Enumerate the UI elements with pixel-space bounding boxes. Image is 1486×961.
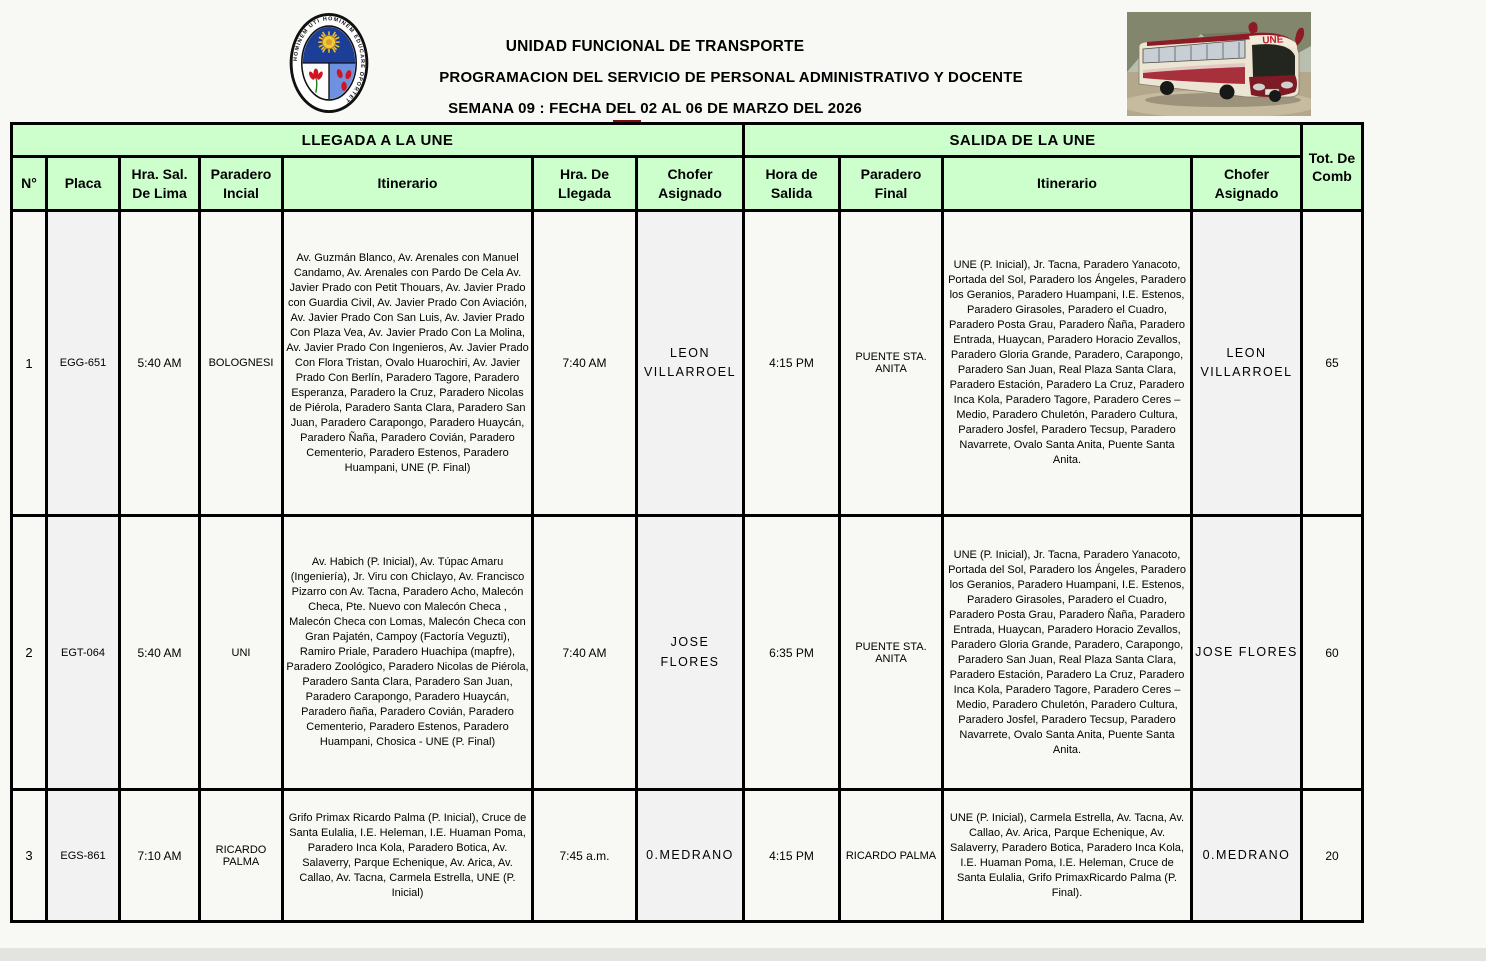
cell-hra-sal-lima: 5:40 AM [118, 514, 201, 791]
column-header-hora-salida: Hora de Salida [742, 155, 841, 212]
cell-placa: EGT-064 [45, 514, 121, 791]
cell-total-comb: 65 [1300, 209, 1364, 517]
week-date-line: SEMANA 09 : FECHA DEL 02 AL 06 DE MARZO … [448, 100, 862, 117]
column-header-paradero-final: Paradero Final [838, 155, 944, 212]
une-bus-photo: UNE [1119, 12, 1319, 118]
column-header-chofer-salida: Chofer Asignado [1190, 155, 1303, 212]
une-seal-icon: HOMINEM UTI HOMINEM EDUCARE OPORTET [289, 12, 369, 114]
cell-chofer-llegada: JOSE FLORES [635, 514, 745, 791]
cell-placa: EGS-861 [45, 788, 121, 923]
section-llegada: LLEGADA A LA UNE [10, 122, 745, 158]
cell-itinerario-llegada: Grifo Primax Ricardo Palma (P. Inicial),… [281, 788, 534, 923]
cell-num: 1 [10, 209, 48, 517]
cell-num: 3 [10, 788, 48, 923]
table-row: 3 EGS-861 7:10 AM RICARDO PALMA Grifo Pr… [10, 788, 1364, 923]
table-row: 2 EGT-064 5:40 AM UNI Av. Habich (P. Ini… [10, 514, 1364, 791]
column-header-itinerario-llegada: Itinerario [281, 155, 534, 212]
cell-itinerario-llegada: Av. Habich (P. Inicial), Av. Túpac Amaru… [281, 514, 534, 791]
bus-photo-icon: UNE [1119, 12, 1319, 118]
column-header-row: N° Placa Hra. Sal. De Lima Paradero Inci… [10, 155, 1363, 212]
cell-chofer-llegada: LEON VILLARROEL [635, 209, 745, 517]
cell-hra-sal-lima: 5:40 AM [118, 209, 201, 517]
cell-itinerario-llegada: Av. Guzmán Blanco, Av. Arenales con Manu… [281, 209, 534, 517]
cell-chofer-llegada: 0.MEDRANO [635, 788, 745, 923]
page-subtitle: PROGRAMACION DEL SERVICIO DE PERSONAL AD… [439, 69, 1023, 86]
cell-total-comb: 20 [1300, 788, 1364, 923]
table-row: 1 EGG-651 5:40 AM BOLOGNESI Av. Guzmán B… [10, 209, 1364, 517]
column-header-hra-llegada: Hra. De Llegada [531, 155, 638, 212]
schedule-table: LLEGADA A LA UNE SALIDA DE LA UNE Tot. D… [10, 122, 1364, 923]
cell-hora-salida: 4:15 PM [742, 788, 841, 923]
column-header-chofer-llegada: Chofer Asignado [635, 155, 745, 212]
cell-paradero-final: RICARDO PALMA [838, 788, 944, 923]
cell-paradero-inicial: RICARDO PALMA [198, 788, 284, 923]
column-header-num: N° [10, 155, 48, 212]
red-border-mark [613, 120, 641, 123]
bus-une-label: UNE [1262, 34, 1284, 46]
cell-hora-salida: 4:15 PM [742, 209, 841, 517]
cell-chofer-salida: 0.MEDRANO [1190, 788, 1303, 923]
column-header-placa: Placa [45, 155, 121, 212]
une-seal-logo: HOMINEM UTI HOMINEM EDUCARE OPORTET [276, 12, 382, 114]
column-header-paradero-inicial: Paradero Incial [198, 155, 284, 212]
cell-itinerario-salida: UNE (P. Inicial), Jr. Tacna, Paradero Ya… [941, 514, 1193, 791]
column-header-itinerario-salida: Itinerario [941, 155, 1193, 212]
section-salida: SALIDA DE LA UNE [742, 122, 1303, 158]
cell-itinerario-salida: UNE (P. Inicial), Carmela Estrella, Av. … [941, 788, 1193, 923]
cell-paradero-inicial: UNI [198, 514, 284, 791]
cell-itinerario-salida: UNE (P. Inicial), Jr. Tacna, Paradero Ya… [941, 209, 1193, 517]
cell-hra-llegada: 7:45 a.m. [531, 788, 638, 923]
cell-chofer-salida: JOSE FLORES [1190, 514, 1303, 791]
cell-total-comb: 60 [1300, 514, 1364, 791]
cell-num: 2 [10, 514, 48, 791]
cell-placa: EGG-651 [45, 209, 121, 517]
column-header-hra-sal-lima: Hra. Sal. De Lima [118, 155, 201, 212]
cell-paradero-final: PUENTE STA. ANITA [838, 514, 944, 791]
cell-paradero-final: PUENTE STA. ANITA [838, 209, 944, 517]
cell-hra-sal-lima: 7:10 AM [118, 788, 201, 923]
section-header-row: LLEGADA A LA UNE SALIDA DE LA UNE Tot. D… [10, 122, 1364, 212]
page-title: UNIDAD FUNCIONAL DE TRANSPORTE [505, 38, 805, 55]
cell-hora-salida: 6:35 PM [742, 514, 841, 791]
column-header-total-comb: Tot. De Comb [1300, 122, 1364, 212]
bottom-edge-strip [0, 948, 1486, 961]
cell-paradero-inicial: BOLOGNESI [198, 209, 284, 517]
cell-hra-llegada: 7:40 AM [531, 514, 638, 791]
cell-chofer-salida: LEON VILLARROEL [1190, 209, 1303, 517]
cell-hra-llegada: 7:40 AM [531, 209, 638, 517]
